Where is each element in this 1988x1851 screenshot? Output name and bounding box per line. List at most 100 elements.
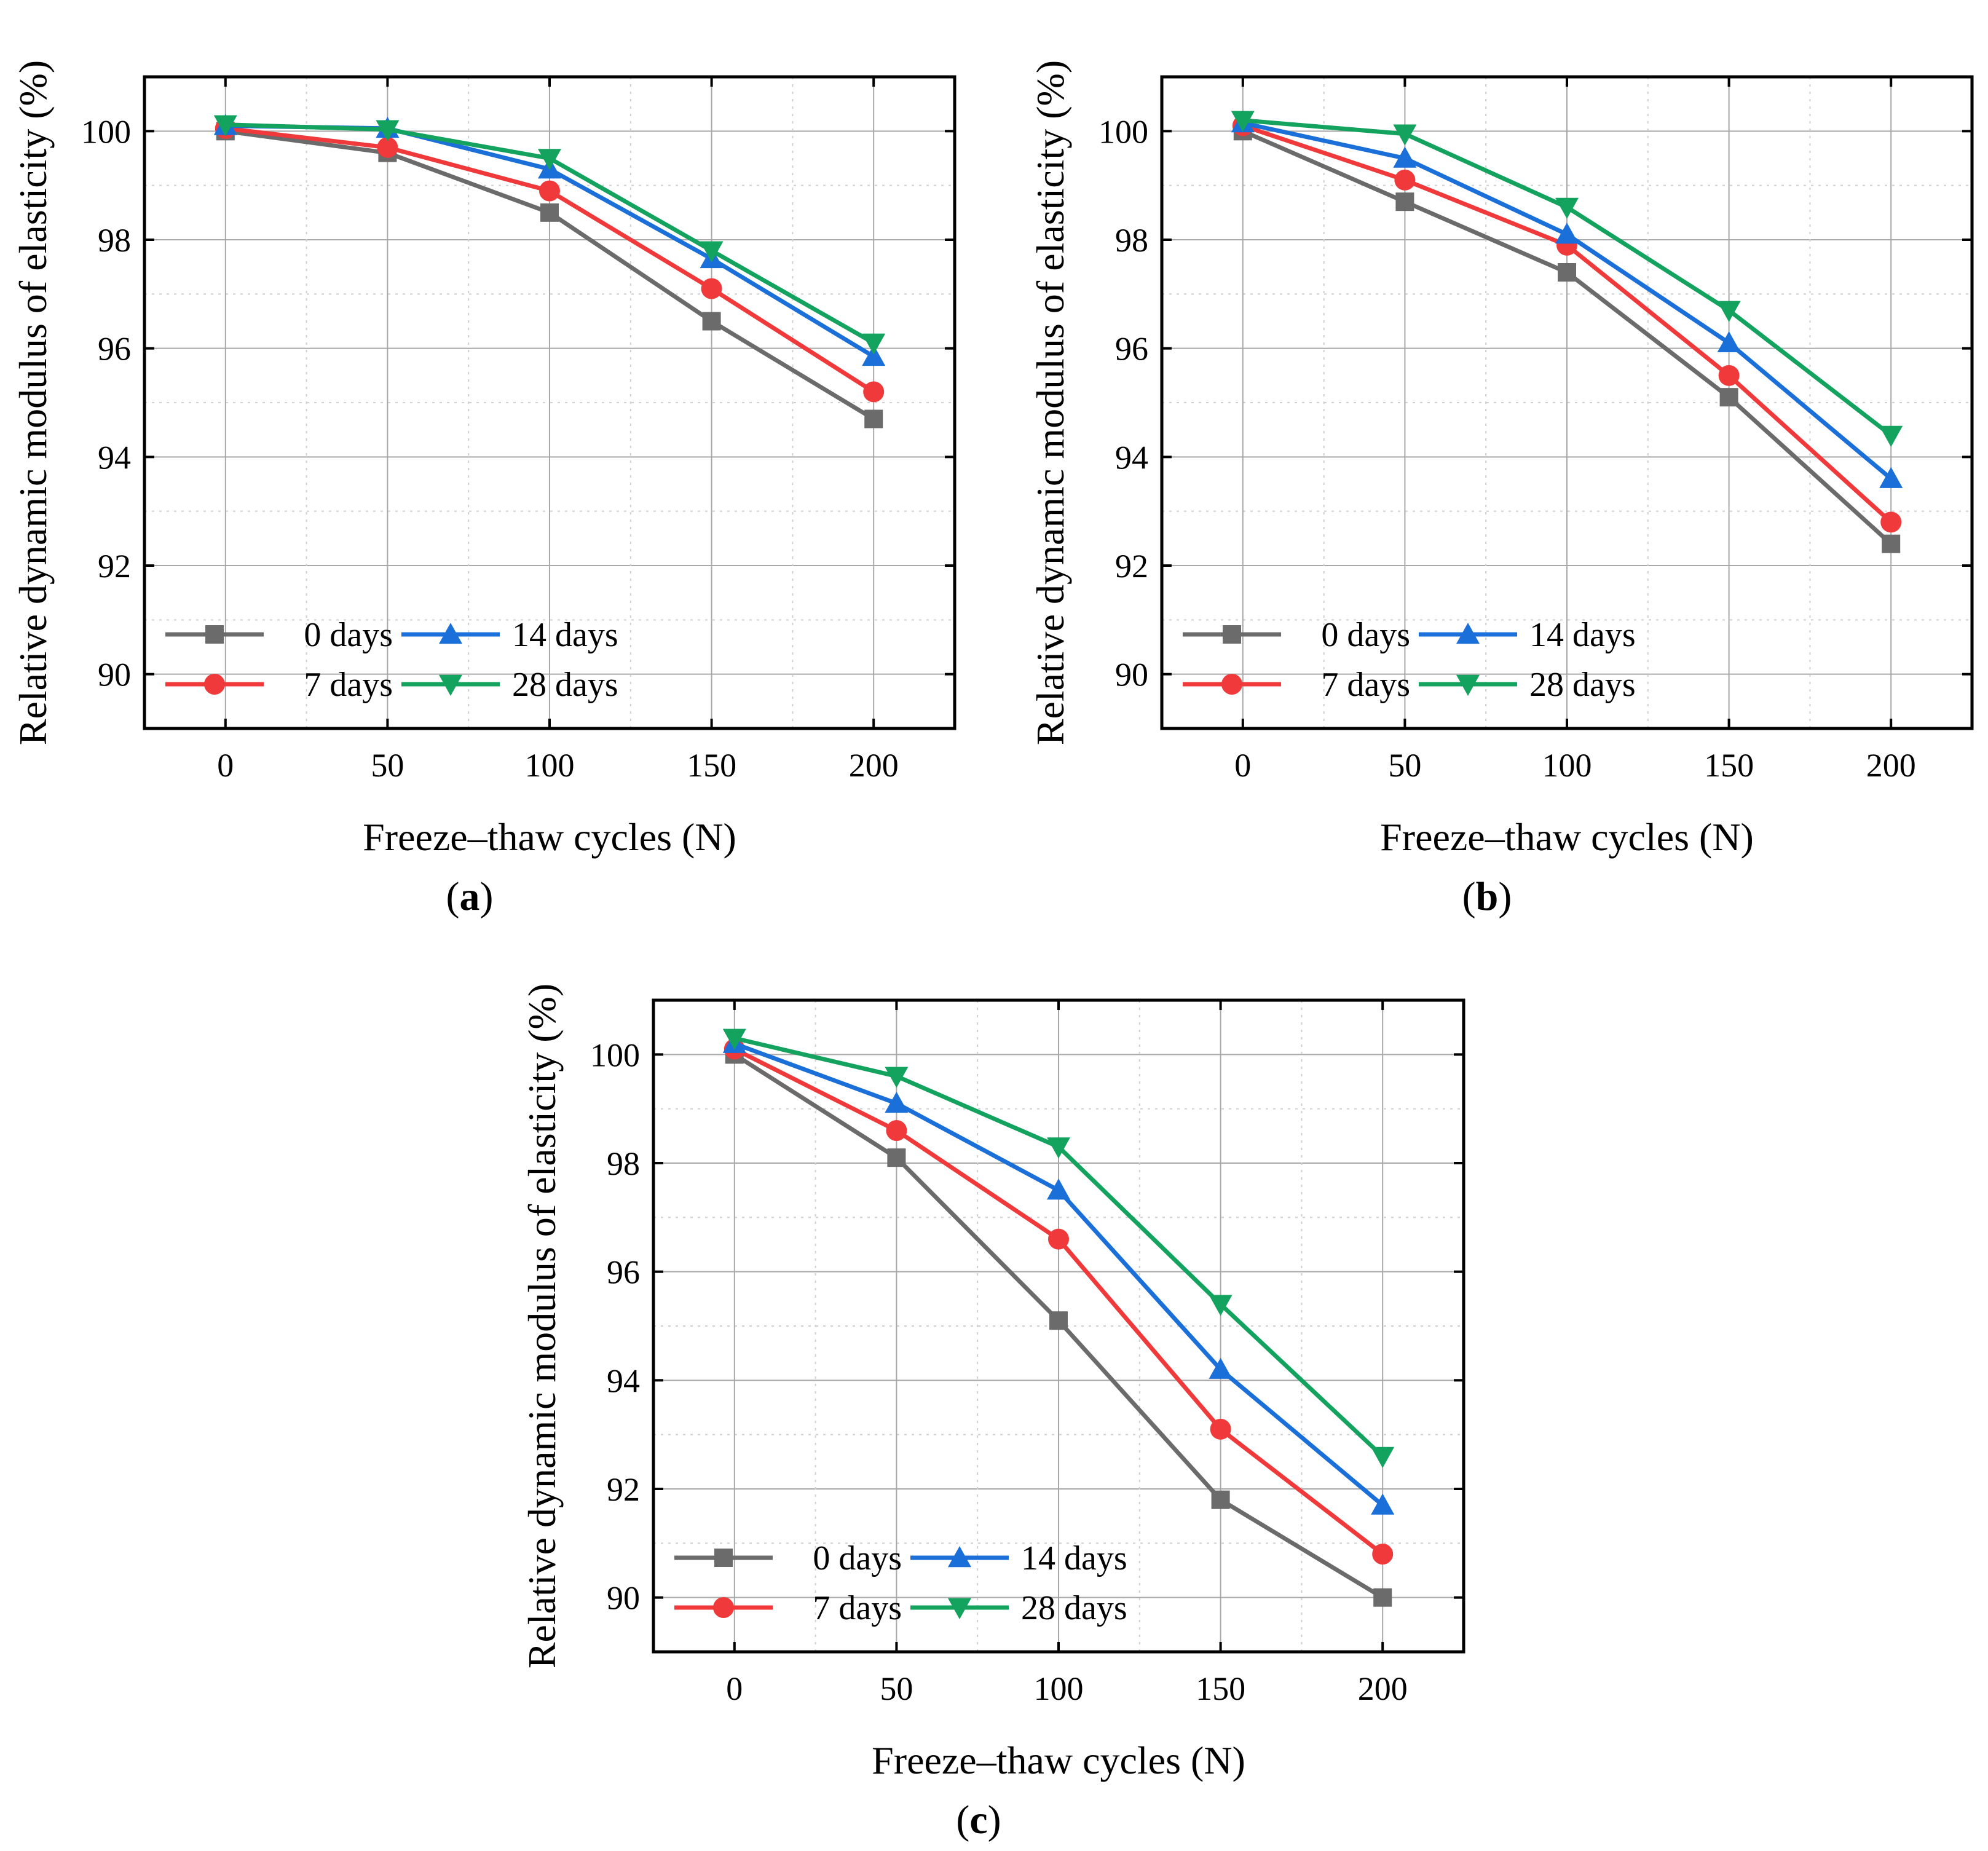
legend-label: 7 days [1321, 666, 1410, 704]
legend: 0 days 14 days 7 days 28 days [1183, 616, 1636, 704]
legend: 0 days 14 days 7 days 28 days [674, 1539, 1127, 1627]
legend-item-14-days: 14 days [1419, 616, 1636, 654]
legend-marker [713, 1597, 734, 1618]
y-axis-title: Relative dynamic modulus of elasticity (… [520, 984, 564, 1668]
legend-label: 14 days [1529, 616, 1636, 654]
y-tick-label: 100 [81, 113, 131, 150]
data-point [540, 203, 559, 222]
panel-label-paren: ( [446, 874, 460, 919]
legend-label: 7 days [304, 666, 393, 704]
data-point [1879, 425, 1903, 447]
legend-item-28-days: 28 days [401, 666, 618, 704]
y-tick-label: 94 [1115, 439, 1148, 476]
y-tick-label: 96 [1115, 331, 1148, 368]
data-point [1047, 1137, 1070, 1159]
x-tick-label: 150 [687, 747, 736, 784]
x-tick-label: 200 [1358, 1670, 1408, 1707]
y-tick-label: 92 [607, 1471, 640, 1508]
panel-label-letter: b [1476, 874, 1499, 919]
data-point [885, 1091, 909, 1113]
data-point [1882, 534, 1901, 553]
legend-marker [439, 674, 462, 696]
y-tick-label: 94 [607, 1362, 640, 1399]
y-tick-label: 90 [98, 657, 131, 693]
panel-label: (a) [446, 874, 494, 919]
x-tick-label: 0 [1234, 747, 1251, 784]
x-tick-label: 100 [1034, 1670, 1084, 1707]
x-tick-label: 50 [371, 747, 404, 784]
y-tick-label: 98 [1115, 222, 1148, 259]
y-tick-label: 90 [1115, 657, 1148, 693]
data-point [1209, 1295, 1233, 1316]
panel-label-paren: ) [988, 1798, 1001, 1842]
x-tick-label: 0 [217, 747, 234, 784]
data-point [1371, 1446, 1395, 1468]
panel-label-letter: a [460, 874, 480, 919]
legend-marker [714, 1549, 733, 1567]
legend-marker [205, 625, 224, 644]
legend-item-7-days: 7 days [1183, 666, 1410, 704]
y-tick-label: 92 [98, 548, 131, 585]
legend-item-14-days: 14 days [401, 616, 618, 654]
data-point [1555, 197, 1579, 219]
chart-panel-b: 0 50 100 150 200 90 92 94 96 98 100 Freeze–thaw cyc… [1028, 60, 1974, 919]
data-point [1879, 467, 1903, 488]
data-point [376, 120, 400, 141]
y-tick-label: 98 [98, 222, 131, 259]
series-14-days [722, 1032, 1395, 1515]
legend-marker [439, 623, 462, 644]
data-point [1558, 263, 1576, 282]
legend-item-0-days: 0 days [674, 1539, 902, 1577]
panel-label-letter: c [969, 1798, 987, 1842]
legend-marker [1456, 623, 1480, 644]
data-point [1717, 301, 1741, 322]
data-point [377, 136, 398, 158]
x-tick-label: 200 [849, 747, 899, 784]
legend-label: 0 days [813, 1539, 902, 1577]
x-tick-label: 50 [880, 1670, 913, 1707]
data-point [1393, 146, 1417, 168]
y-tick-label: 90 [607, 1580, 640, 1617]
x-tick-label: 50 [1388, 747, 1421, 784]
panel-label: (c) [956, 1798, 1001, 1842]
data-point [886, 1120, 907, 1141]
data-point [862, 344, 886, 366]
data-point [864, 409, 883, 428]
x-tick-label: 150 [1704, 747, 1754, 784]
data-point [1209, 1357, 1233, 1379]
data-point [887, 1148, 906, 1167]
data-point [702, 312, 721, 331]
legend-item-14-days: 14 days [910, 1539, 1127, 1577]
chart-panel-c: 0 50 100 150 200 90 92 94 96 98 100 Freeze–thaw cyc… [520, 984, 1465, 1842]
x-tick-label: 100 [525, 747, 575, 784]
data-point [1880, 511, 1902, 533]
data-point [1372, 1544, 1394, 1565]
y-tick-label: 92 [1115, 548, 1148, 585]
data-point [1393, 124, 1417, 146]
data-point [538, 149, 561, 170]
series-28-days [213, 115, 886, 355]
panel-label-paren: ( [956, 1798, 969, 1842]
data-point [885, 1067, 909, 1088]
legend-label: 28 days [512, 666, 618, 704]
legend-marker [1456, 674, 1480, 696]
y-tick-label: 100 [1099, 113, 1148, 150]
legend: 0 days 14 days 7 days 28 days [165, 616, 618, 704]
data-point [1395, 192, 1414, 211]
x-axis-title: Freeze–thaw cycles (N) [363, 815, 736, 859]
x-tick-label: 0 [726, 1670, 743, 1707]
y-tick-label: 96 [607, 1254, 640, 1291]
series-7-days [724, 1038, 1394, 1565]
legend-marker [204, 674, 225, 695]
legend-item-7-days: 7 days [674, 1589, 902, 1627]
data-point [1049, 1311, 1068, 1330]
legend-label: 14 days [512, 616, 618, 654]
data-point [700, 241, 724, 262]
legend-label: 14 days [1021, 1539, 1127, 1577]
data-point [1718, 365, 1740, 386]
data-point [1371, 1493, 1395, 1515]
panel-label-paren: ( [1462, 874, 1476, 919]
legend-item-28-days: 28 days [910, 1589, 1127, 1627]
data-point [1719, 388, 1738, 407]
